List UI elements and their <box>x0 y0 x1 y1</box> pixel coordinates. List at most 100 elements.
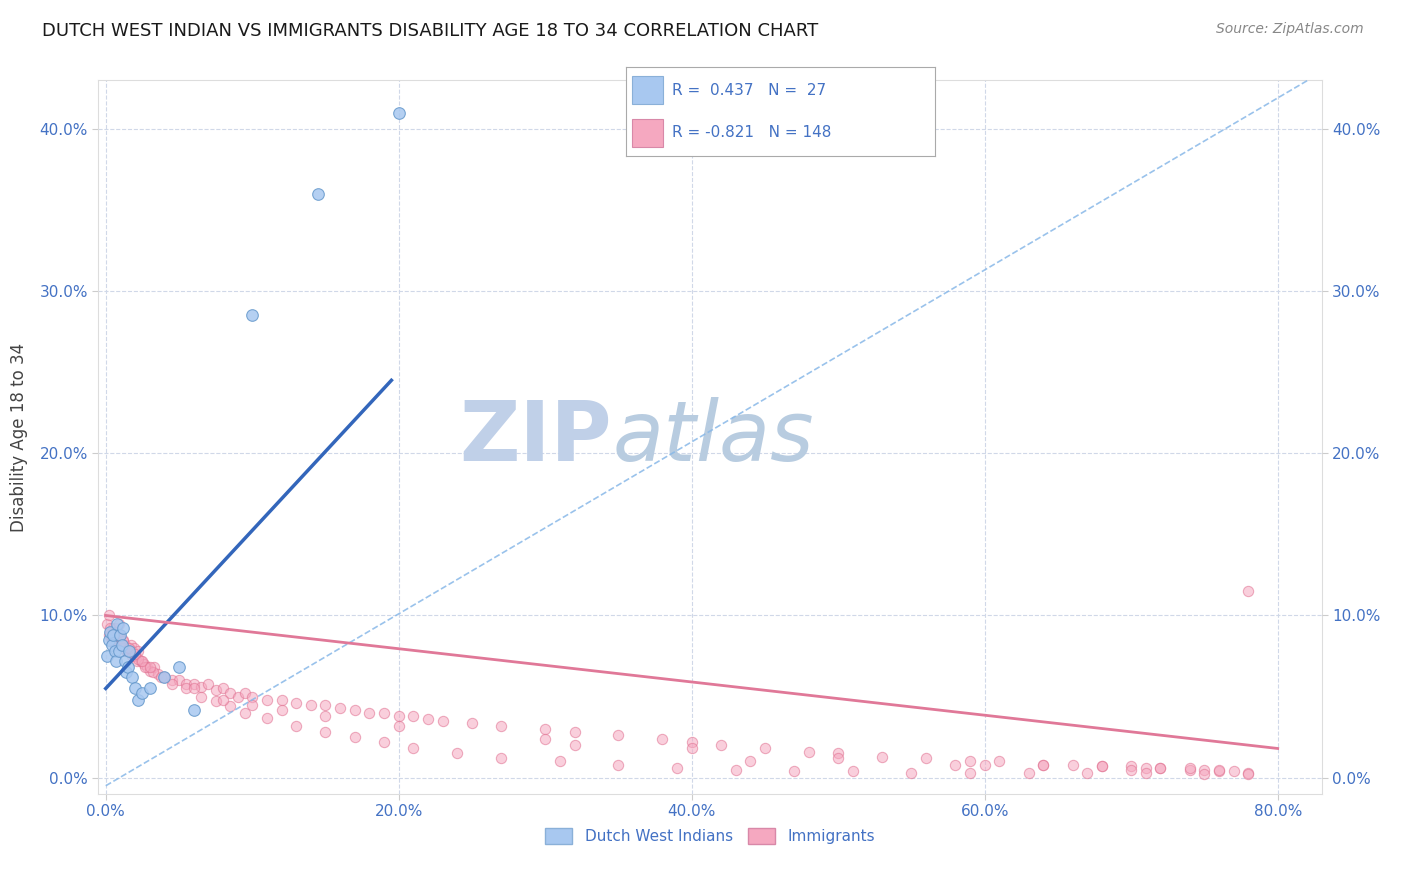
Point <box>900 765 922 780</box>
Point <box>183 702 205 716</box>
Point <box>1032 757 1054 772</box>
Point <box>285 719 308 733</box>
Point <box>118 640 141 655</box>
Point <box>148 666 170 681</box>
Point <box>1076 765 1098 780</box>
Point <box>127 644 149 658</box>
Point <box>681 735 703 749</box>
Point <box>150 670 173 684</box>
Point <box>115 644 138 658</box>
Text: atlas: atlas <box>612 397 814 477</box>
Point <box>101 628 124 642</box>
Point <box>111 638 134 652</box>
Point <box>842 764 865 779</box>
Point <box>115 665 138 680</box>
Point <box>112 640 135 655</box>
Point <box>138 664 160 678</box>
Point <box>1018 765 1040 780</box>
Point <box>710 738 733 752</box>
Point <box>114 638 136 652</box>
Point <box>176 676 198 690</box>
Point <box>270 702 292 716</box>
Point <box>120 638 142 652</box>
Point <box>153 670 176 684</box>
Point <box>1062 757 1084 772</box>
Point <box>219 686 242 700</box>
Point <box>226 690 249 704</box>
Point <box>740 755 762 769</box>
Point <box>870 749 893 764</box>
Point <box>167 673 190 688</box>
Point <box>105 654 128 668</box>
Point <box>388 719 411 733</box>
Point <box>285 696 308 710</box>
Point <box>402 709 425 723</box>
Point <box>108 644 131 658</box>
Point <box>112 634 135 648</box>
Point <box>402 741 425 756</box>
Point <box>98 622 121 636</box>
Point <box>329 701 352 715</box>
Point <box>107 624 129 639</box>
Y-axis label: Disability Age 18 to 34: Disability Age 18 to 34 <box>10 343 28 532</box>
Point <box>100 628 122 642</box>
Point <box>240 690 263 704</box>
Point <box>97 608 120 623</box>
Point <box>607 729 630 743</box>
Point <box>416 712 439 726</box>
Legend: Dutch West Indians, Immigrants: Dutch West Indians, Immigrants <box>538 822 882 850</box>
Point <box>1222 764 1244 779</box>
Point <box>548 755 571 769</box>
Point <box>1178 763 1201 777</box>
Point <box>564 738 586 752</box>
Point <box>138 660 160 674</box>
Point <box>127 693 149 707</box>
Point <box>1194 767 1216 781</box>
Point <box>388 709 411 723</box>
Point <box>256 693 278 707</box>
Point <box>651 731 673 746</box>
Point <box>124 648 146 662</box>
Text: Source: ZipAtlas.com: Source: ZipAtlas.com <box>1216 22 1364 37</box>
Point <box>167 660 190 674</box>
Point <box>314 725 336 739</box>
Point <box>212 693 235 707</box>
Point <box>1237 767 1260 781</box>
Point <box>117 660 139 674</box>
Point <box>797 745 820 759</box>
Point <box>827 751 849 765</box>
Point <box>959 765 981 780</box>
Point <box>1208 763 1230 777</box>
Point <box>240 309 263 323</box>
Point <box>138 681 160 696</box>
Point <box>124 681 146 696</box>
Point <box>1149 761 1171 775</box>
Point <box>373 735 395 749</box>
Point <box>915 751 938 765</box>
Point <box>1178 761 1201 775</box>
Point <box>945 757 967 772</box>
Point <box>959 755 981 769</box>
Point <box>534 731 557 746</box>
Bar <box>631 119 662 147</box>
Point <box>1135 765 1157 780</box>
Point <box>153 670 176 684</box>
Point <box>100 632 122 647</box>
Point <box>491 719 513 733</box>
Bar <box>631 76 662 104</box>
Point <box>117 644 139 658</box>
Point <box>97 632 120 647</box>
Point <box>129 654 152 668</box>
Point <box>134 660 156 674</box>
Point <box>107 628 129 642</box>
Point <box>343 702 366 716</box>
Point <box>96 648 118 663</box>
Point <box>299 698 322 712</box>
Point <box>103 632 125 647</box>
Point <box>135 660 157 674</box>
Point <box>108 616 131 631</box>
Point <box>1208 764 1230 779</box>
Point <box>125 654 148 668</box>
Point <box>219 699 242 714</box>
Point <box>1194 763 1216 777</box>
